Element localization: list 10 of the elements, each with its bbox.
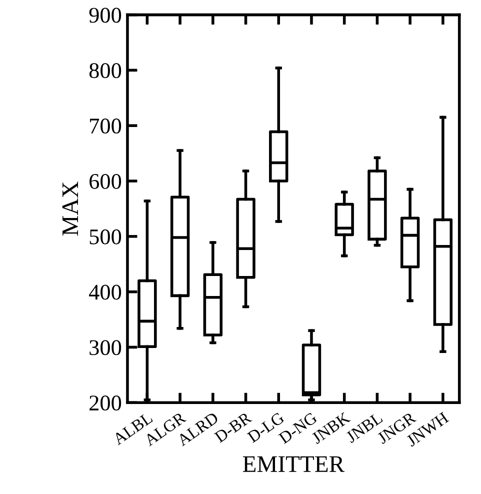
y-tick-label: 500 (90, 229, 122, 244)
y-tick-label: 700 (90, 118, 122, 134)
y-tick-label: 800 (89, 63, 122, 78)
y-axis-title: MAX (62, 182, 78, 236)
y-tick-label: 400 (89, 284, 122, 300)
y-tick-label: 300 (90, 340, 122, 356)
x-axis-title: EMITTER (242, 456, 345, 472)
y-tick-label: 200 (90, 396, 122, 411)
y-tick-label: 600 (90, 174, 122, 189)
y-tick-label: 900 (89, 8, 122, 23)
